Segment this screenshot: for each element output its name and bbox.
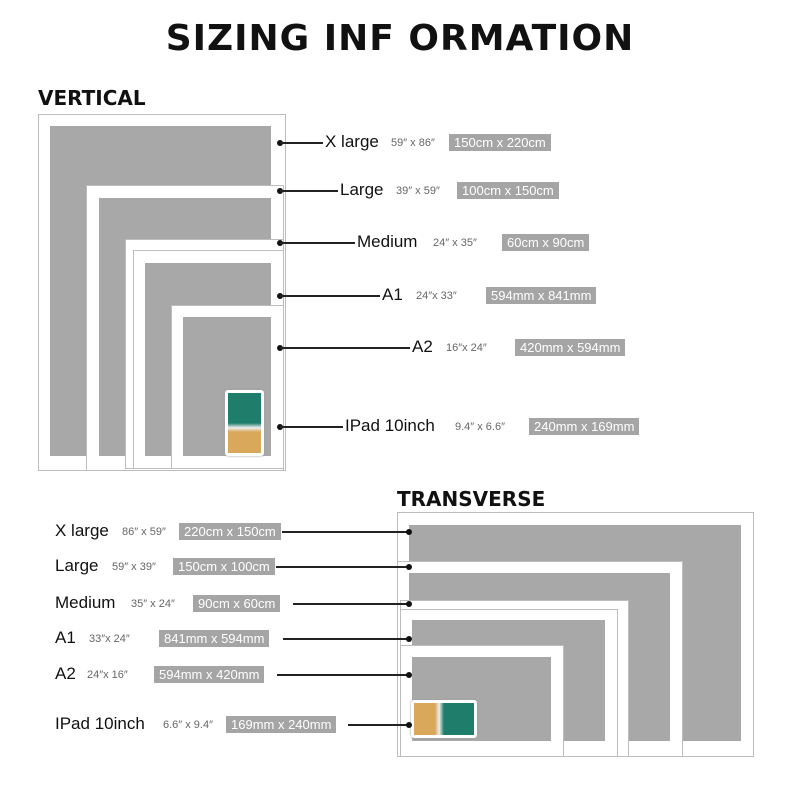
vertical-xlarge-inches: 59″ x 86″ <box>391 137 435 149</box>
vertical-medium-inches: 24″ x 35″ <box>433 237 477 249</box>
transverse-ipad-name: IPad 10inch <box>55 714 145 733</box>
vertical-a1-metric: 594mm x 841mm <box>486 287 597 304</box>
vertical-a1-inches: 24″x 33″ <box>416 290 457 302</box>
transverse-medium-connector-dot <box>406 601 412 607</box>
transverse-large-metric: 150cm x 100cm <box>173 558 275 575</box>
transverse-large-inches: 59″ x 39″ <box>112 561 156 573</box>
vertical-ipad-name: IPad 10inch <box>345 416 435 435</box>
vertical-xlarge-name: X large <box>325 132 379 151</box>
transverse-ipad-connector-line <box>348 724 408 726</box>
transverse-xlarge-connector-dot <box>406 529 412 535</box>
vertical-medium-metric: 60cm x 90cm <box>502 234 590 251</box>
ipad-screen-image <box>414 703 474 735</box>
vertical-large-inches: 39″ x 59″ <box>396 185 440 197</box>
vertical-a2-inches: 16″x 24″ <box>446 342 487 354</box>
transverse-a1-inches: 33″x 24″ <box>89 633 130 645</box>
vertical-xlarge-connector-line <box>280 142 323 144</box>
vertical-large-name: Large <box>340 180 384 199</box>
transverse-a1-connector-dot <box>406 636 412 642</box>
page-title: SIZING INF ORMATION <box>165 18 635 59</box>
transverse-a2-connector-line <box>277 674 408 676</box>
transverse-medium-name: Medium <box>55 593 116 612</box>
transverse-medium-connector-line <box>293 603 408 605</box>
transverse-xlarge-inches: 86″ x 59″ <box>122 526 166 538</box>
transverse-xlarge-connector-line <box>282 531 408 533</box>
transverse-large-name: Large <box>55 556 99 575</box>
transverse-ipad-inches: 6.6″ x 9.4″ <box>163 719 213 731</box>
vertical-medium-connector-line <box>280 242 355 244</box>
vertical-xlarge-metric: 150cm x 220cm <box>449 134 551 151</box>
transverse-heading: TRANSVERSE <box>397 487 546 511</box>
transverse-xlarge-name: X large <box>55 521 109 540</box>
transverse-large-connector-line <box>276 566 408 568</box>
vertical-ipad-inches: 9.4″ x 6.6″ <box>455 421 505 433</box>
transverse-a2-inches: 24″x 16″ <box>87 669 128 681</box>
vertical-a2-connector-line <box>280 347 410 349</box>
transverse-a2-connector-dot <box>406 672 412 678</box>
ipad-screen-image <box>228 393 261 453</box>
transverse-a2-metric: 594mm x 420mm <box>154 666 265 683</box>
vertical-large-connector-line <box>280 190 338 192</box>
vertical-a1-connector-line <box>280 295 380 297</box>
vertical-heading: VERTICAL <box>38 86 146 110</box>
transverse-xlarge-metric: 220cm x 150cm <box>179 523 281 540</box>
vertical-a1-name: A1 <box>382 285 403 304</box>
transverse-medium-inches: 35″ x 24″ <box>131 598 175 610</box>
transverse-a1-connector-line <box>283 638 408 640</box>
vertical-large-metric: 100cm x 150cm <box>457 182 559 199</box>
transverse-a2-name: A2 <box>55 664 76 683</box>
transverse-ipad-metric: 169mm x 240mm <box>226 716 337 733</box>
vertical-medium-name: Medium <box>357 232 418 251</box>
transverse-ipad-connector-dot <box>406 722 412 728</box>
transverse-medium-metric: 90cm x 60cm <box>193 595 281 612</box>
transverse-a1-metric: 841mm x 594mm <box>159 630 270 647</box>
vertical-ipad-connector-line <box>280 426 343 428</box>
vertical-a2-metric: 420mm x 594mm <box>515 339 626 356</box>
transverse-ipad-frame <box>411 700 477 738</box>
transverse-large-connector-dot <box>406 564 412 570</box>
vertical-a2-name: A2 <box>412 337 433 356</box>
vertical-ipad-metric: 240mm x 169mm <box>529 418 640 435</box>
vertical-ipad-frame <box>225 390 264 456</box>
transverse-a1-name: A1 <box>55 628 76 647</box>
